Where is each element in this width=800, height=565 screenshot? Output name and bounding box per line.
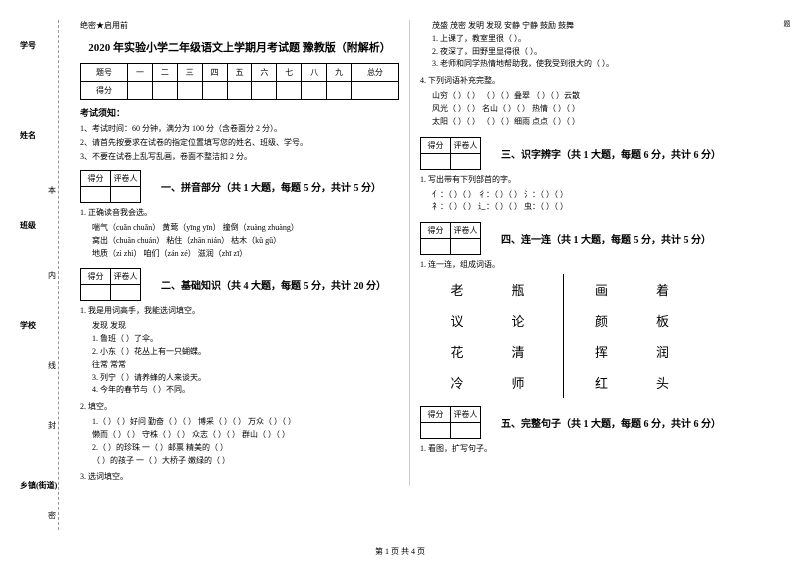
- content-line: 3. 列宁（ ）请养蜂的人来谈天。: [92, 372, 399, 385]
- content-line: 太阳（ ）（ ） （ ）（ ）细雨 点点（ ）（ ）: [432, 116, 740, 129]
- question: 1. 写出带有下列部首的字。: [420, 174, 740, 185]
- content-line: 4. 今年的春节与（ ）不同。: [92, 384, 399, 397]
- margin-label: 学号: [20, 40, 36, 51]
- question: 1. 我是用词高手，我能选词填空。: [80, 305, 399, 316]
- content-line: 懒而（ ）（ ） 守株（ ）（ ） 众志（ ）（ ） 群山（ ）（ ）: [92, 429, 399, 442]
- content-line: 发现 发现: [92, 320, 399, 333]
- notice-item: 1、考试时间：60 分钟，满分为 100 分（含卷面分 2 分）。: [80, 123, 399, 134]
- score-box: 得分评卷人: [420, 406, 481, 439]
- exam-title: 2020 年实验小学二年级语文上学期月考试题 豫教版（附解析）: [80, 39, 399, 55]
- notice-item: 3、不要在试卷上乱写乱画，卷面不整洁扣 2 分。: [80, 151, 399, 162]
- section-title-1: 一、拼音部分（共 1 大题，每题 5 分，共计 5 分）: [161, 179, 381, 194]
- content-line: 山穷（ ）（ ） （ ）（ ）叠翠 （ ）（ ）云散: [432, 90, 740, 103]
- margin-label: 乡镇(街道): [20, 480, 57, 491]
- notice-title: 考试须知：: [80, 106, 399, 119]
- margin-sub: 线: [48, 360, 56, 371]
- word: 挥润: [595, 342, 677, 361]
- margin-sub: 内: [48, 270, 56, 281]
- word: 颜板: [595, 311, 677, 330]
- content-line: 1.（ ）（ ）好问 勤奋（ ）（ ） 博采（ ）（ ） 万众（ ）（ ）: [92, 416, 399, 429]
- dash-line: [58, 20, 59, 530]
- word-options: 茂盛 茂密 发明 发现 安静 宁静 鼓励 鼓舞: [432, 20, 740, 33]
- pinyin-line: 喘气（cuǎn chuǎn） 黄莺（yīng yīn） 撞倒（zuàng zhu…: [92, 222, 399, 235]
- score-table: 题号一二三四五六七八九总分 得分: [80, 63, 399, 100]
- score-box: 得分评卷人: [80, 170, 141, 203]
- content-line: 2.（ ）的珍珠 一（ ）邮票 精美的（ ）: [92, 442, 399, 455]
- question: 1. 正确读音我会选。: [80, 207, 399, 218]
- question: 2. 填空。: [80, 401, 399, 412]
- content-line: 亻：（ ）（ ） 彳：（ ）（ ） 氵：（ ）（ ） 礻：（ ）（ ） 辶：（ …: [432, 189, 740, 215]
- section-title-4: 四、连一连（共 1 大题，每题 5 分，共计 5 分）: [501, 231, 711, 246]
- content-line: 2. 小东（ ）花丛上有一只蝴蝶。: [92, 346, 399, 359]
- score-label: 得分: [81, 82, 128, 100]
- word: 议论: [450, 311, 532, 330]
- word: 花清: [450, 342, 532, 361]
- page-footer: 第 1 页 共 4 页: [0, 546, 800, 557]
- match-words: 老瓶 议论 花清 冷师 画着 颜板 挥润 红头: [420, 274, 740, 398]
- word: 画着: [595, 280, 677, 299]
- score-box: 得分评卷人: [80, 268, 141, 301]
- margin-sub: 本: [48, 185, 56, 196]
- section-title-2: 二、基础知识（共 4 大题，每题 5 分，共计 20 分）: [161, 277, 386, 292]
- content-line: 1. 上课了，教室里很（ ）。: [432, 33, 740, 46]
- word: 红头: [595, 373, 677, 392]
- content-line: （ ）的孩子 一（ ）大桥子 嫩绿的（ ）: [92, 455, 399, 468]
- margin-label: 班级: [20, 220, 36, 231]
- word: 冷师: [450, 373, 532, 392]
- section-title-5: 五、完整句子（共 1 大题，每题 6 分，共计 6 分）: [501, 415, 721, 430]
- right-dots: 题: [782, 20, 792, 27]
- score-box: 得分评卷人: [420, 222, 481, 255]
- content-line: 2. 夜深了，田野里显得很（ ）。: [432, 46, 740, 59]
- margin-label: 姓名: [20, 130, 36, 141]
- word: 老瓶: [450, 280, 532, 299]
- question: 4. 下列词语补充完整。: [420, 75, 740, 86]
- margin-label: 学校: [20, 320, 36, 331]
- question: 1. 看图，扩写句子。: [420, 443, 740, 454]
- question: 1. 连一连，组成词语。: [420, 259, 740, 270]
- notice-item: 2、请首先按要求在试卷的指定位置填写您的姓名、班级、学号。: [80, 137, 399, 148]
- content-line: 往常 常常: [92, 359, 399, 372]
- content-line: 3. 老师和同学热情地帮助我，使我受到很大的（ ）。: [432, 58, 740, 71]
- score-box: 得分评卷人: [420, 137, 481, 170]
- margin-sub: 封: [48, 420, 56, 431]
- left-column: 绝密★启用前 2020 年实验小学二年级语文上学期月考试题 豫教版（附解析） 题…: [70, 20, 410, 486]
- content-line: 风光（ ）（ ） 名山（ ）（ ） 热情（ ）（ ）: [432, 103, 740, 116]
- section-title-3: 三、识字辨字（共 1 大题，每题 6 分，共计 6 分）: [501, 146, 721, 161]
- question: 3. 选词填空。: [80, 471, 399, 482]
- pinyin-line: 窝出（chuān chuán） 粘住（zhān nián） 枯木（kǔ gǔ）: [92, 235, 399, 248]
- secret-label: 绝密★启用前: [80, 20, 399, 31]
- margin-sub: 密: [48, 510, 56, 521]
- pinyin-line: 地质（zì zhì） 咱们（zán zé） 滋润（zhī zī）: [92, 248, 399, 261]
- content-line: 1. 鲁班（ ）了伞。: [92, 333, 399, 346]
- right-column: 茂盛 茂密 发明 发现 安静 宁静 鼓励 鼓舞 1. 上课了，教室里很（ ）。 …: [410, 20, 750, 486]
